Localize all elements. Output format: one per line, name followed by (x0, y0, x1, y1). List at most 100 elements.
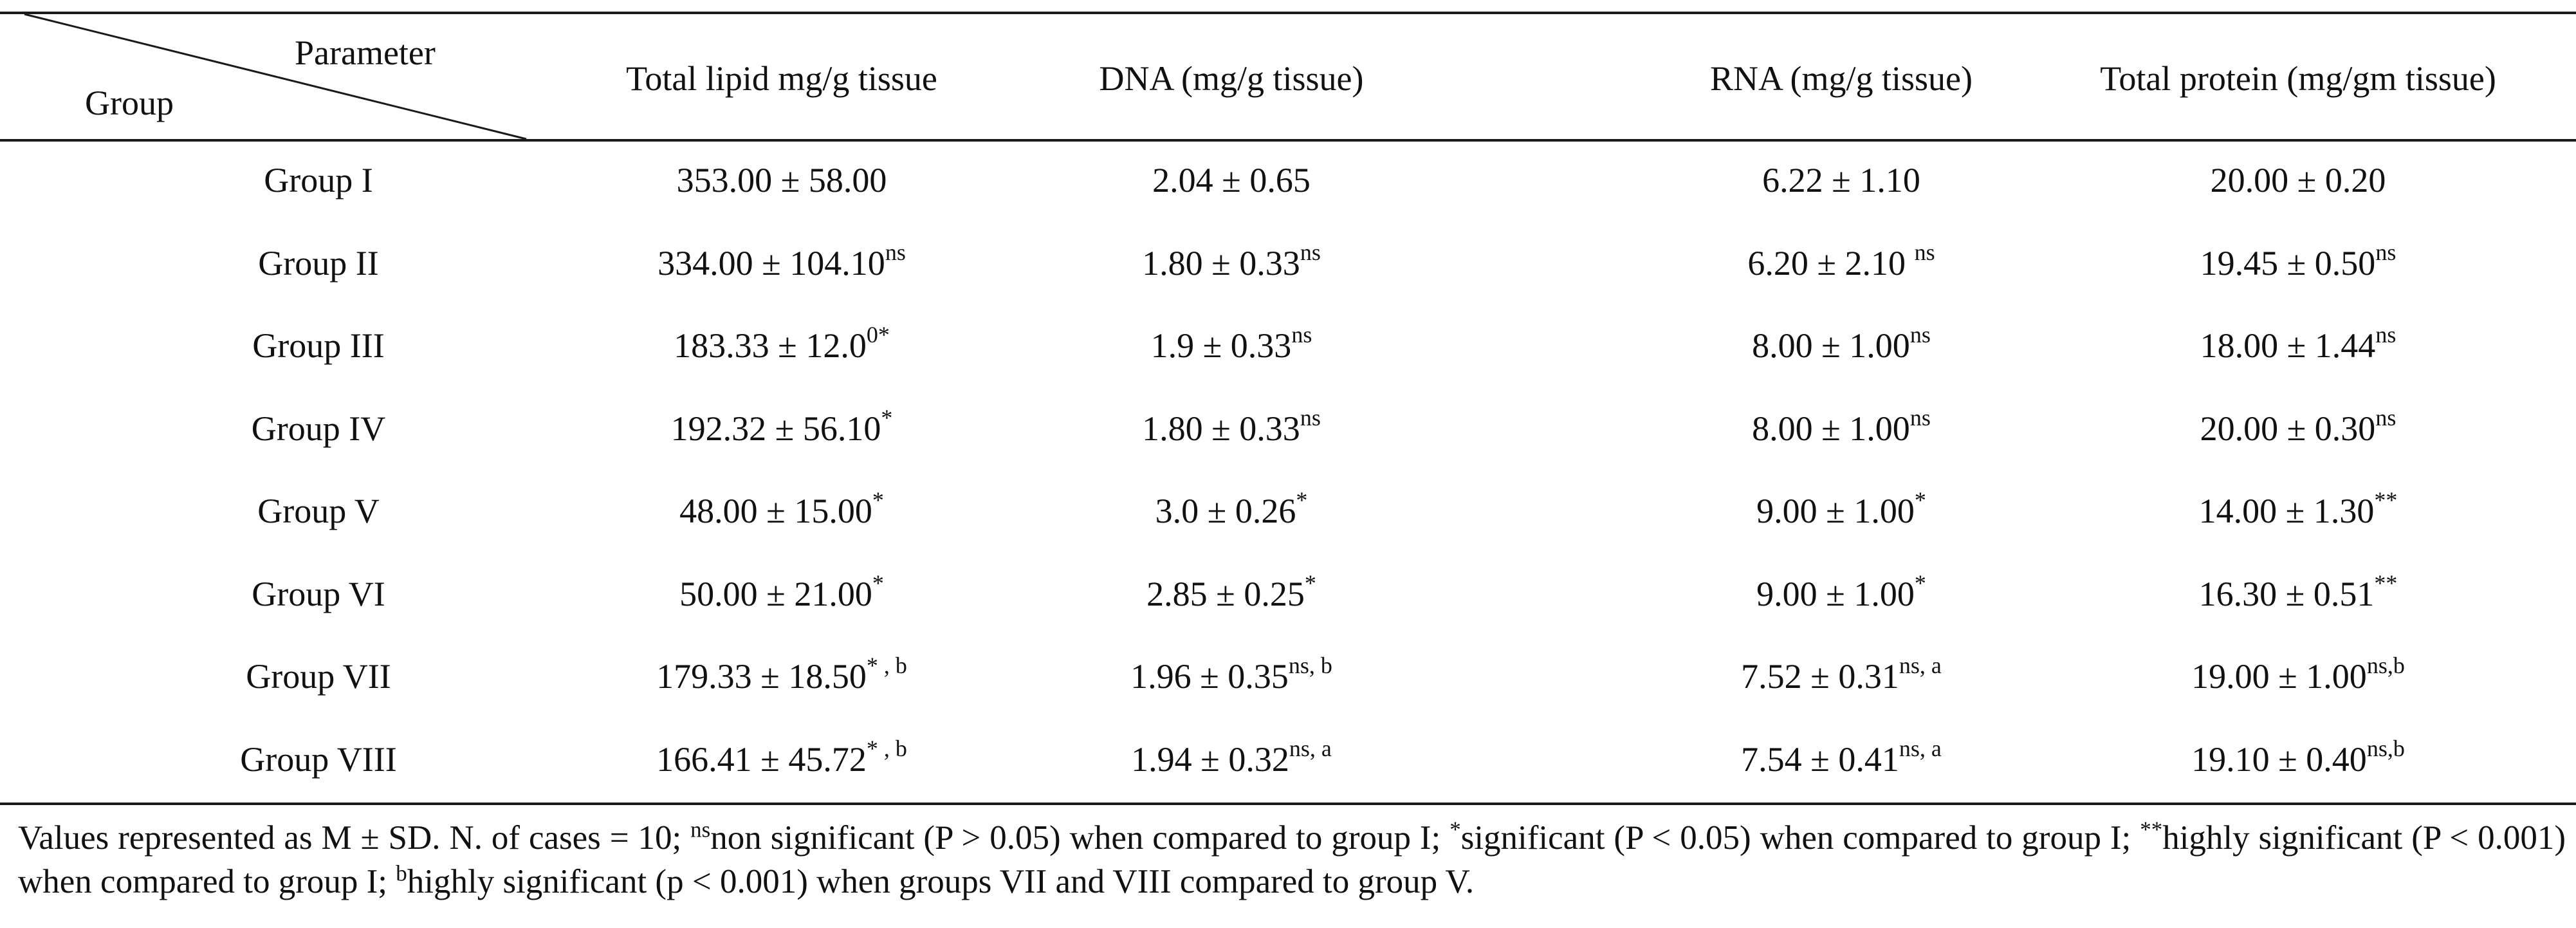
cell-value: 19.10 ± 0.40 (2191, 740, 2367, 779)
table-cell: 19.45 ± 0.50ns (2200, 241, 2397, 283)
row-group-label: Group V (257, 492, 380, 530)
cell-value: 20.00 ± 0.20 (2210, 161, 2386, 200)
cell-value: 183.33 ± 12.0 (674, 326, 867, 365)
table-cell: 9.00 ± 1.00* (1756, 488, 1926, 530)
cell-value: 192.32 ± 56.10 (670, 409, 881, 448)
table-cell: 9.00 ± 1.00* (1756, 571, 1926, 613)
cell-value: 6.22 ± 1.10 (1762, 161, 1920, 200)
cell-value: 50.00 ± 21.00 (679, 575, 872, 613)
significance-marker: ns, a (1899, 736, 1942, 761)
significance-marker: ns, a (1289, 736, 1332, 761)
cell-value: 1.80 ± 0.33 (1142, 244, 1300, 283)
significance-marker: * (1296, 487, 1308, 513)
significance-marker: ns (2375, 239, 2397, 265)
header-diagonal-line (24, 13, 527, 140)
table-cell: 8.00 ± 1.00ns (1752, 406, 1931, 448)
significance-marker: ns (885, 239, 906, 265)
table-cell: 334.00 ± 104.10ns (658, 241, 906, 283)
table-top-rule (0, 12, 2576, 14)
table-cell: 7.52 ± 0.31ns, a (1741, 654, 1942, 696)
row-group-label: Group I (264, 161, 373, 200)
cell-value: 166.41 ± 45.72 (656, 740, 867, 779)
footnote-marker-b: b (396, 860, 407, 886)
cell-value: 14.00 ± 1.30 (2198, 492, 2375, 530)
cell-value: 18.00 ± 1.44 (2200, 326, 2376, 365)
significance-marker: * (1914, 487, 1926, 513)
footnote-marker-star: * (1449, 817, 1461, 842)
cell-value: 6.20 ± 2.10 (1747, 244, 1915, 283)
significance-marker: ** (2374, 487, 2398, 513)
table-cell: 6.22 ± 1.10 (1762, 161, 1920, 200)
cell-value: 1.96 ± 0.35 (1130, 657, 1289, 696)
table-cell: 19.00 ± 1.00ns,b (2191, 654, 2405, 696)
table-cell: 1.94 ± 0.32ns, a (1131, 737, 1332, 779)
significance-marker: * (872, 570, 884, 596)
table-cell: 16.30 ± 0.51** (2198, 571, 2398, 613)
table-cell: 179.33 ± 18.50* , b (656, 654, 907, 696)
header-bottom-rule (0, 139, 2576, 142)
table-cell: 183.33 ± 12.00* (674, 323, 890, 365)
cell-value: 48.00 ± 15.00 (679, 492, 872, 530)
row-group-label: Group VIII (240, 740, 397, 779)
significance-marker: ** (2374, 570, 2398, 596)
cell-value: 1.80 ± 0.33 (1142, 409, 1300, 448)
cell-value: 8.00 ± 1.00 (1752, 409, 1910, 448)
footnote-marker-double-star: ** (2140, 817, 2163, 842)
row-group-label: Group VI (252, 575, 385, 613)
table-cell: 2.04 ± 0.65 (1152, 161, 1311, 200)
cell-value: 16.30 ± 0.51 (2198, 575, 2375, 613)
table-cell: 6.20 ± 2.10 ns (1747, 241, 1935, 283)
table-cell: 19.10 ± 0.40ns,b (2191, 737, 2405, 779)
footnote-text: highly significant (P < 0.001) when comp… (18, 819, 2566, 900)
table-cell: 1.80 ± 0.33ns (1142, 406, 1321, 448)
table-cell: 1.9 ± 0.33ns (1150, 323, 1312, 365)
row-group-label: Group VII (246, 657, 391, 696)
cell-value: 2.85 ± 0.25 (1146, 575, 1305, 613)
table-cell: 48.00 ± 15.00* (679, 488, 884, 530)
table-footnote: Values represented as M ± SD. N. of case… (18, 816, 2566, 904)
significance-marker: ns (1909, 405, 1931, 431)
column-header: DNA (mg/g tissue) (1099, 59, 1364, 98)
cell-value: 1.94 ± 0.32 (1131, 740, 1289, 779)
cell-value: 19.45 ± 0.50 (2200, 244, 2376, 283)
cell-value: 7.52 ± 0.31 (1741, 657, 1899, 696)
table-cell: 166.41 ± 45.72* , b (656, 737, 907, 779)
table-bottom-rule (0, 803, 2576, 805)
footnote-text: highly significant (p < 0.001) when grou… (407, 863, 1475, 900)
table-cell: 3.0 ± 0.26* (1155, 488, 1308, 530)
footnote-text: non significant (P > 0.05) when compared… (710, 819, 1450, 857)
significance-marker: 0* (866, 322, 890, 348)
column-header: Total protein (mg/gm tissue) (2100, 59, 2496, 98)
significance-marker: ns (1300, 405, 1321, 431)
cell-value: 334.00 ± 104.10 (658, 244, 885, 283)
cell-value: 2.04 ± 0.65 (1152, 161, 1311, 200)
table-cell: 8.00 ± 1.00ns (1752, 323, 1931, 365)
table-cell: 14.00 ± 1.30** (2198, 488, 2398, 530)
significance-marker: * , b (866, 653, 907, 678)
cell-value: 7.54 ± 0.41 (1741, 740, 1899, 779)
significance-marker: ns (1909, 322, 1931, 348)
significance-marker: ns (2375, 405, 2397, 431)
significance-marker: ns (1300, 239, 1321, 265)
table-cell: 2.85 ± 0.25* (1146, 571, 1316, 613)
table-cell: 20.00 ± 0.20 (2211, 161, 2386, 200)
table-cell: 50.00 ± 21.00* (679, 571, 884, 613)
parameter-header: Parameter (295, 33, 436, 72)
significance-marker: ns, a (1899, 653, 1942, 678)
significance-marker: * (872, 487, 884, 513)
table-cell: 353.00 ± 58.00 (677, 161, 887, 200)
significance-marker: * (1304, 570, 1316, 596)
footnote-text: significant (P < 0.05) when compared to … (1460, 819, 2140, 857)
significance-marker: ns (2375, 322, 2397, 348)
cell-value: 1.9 ± 0.33 (1150, 326, 1292, 365)
cell-value: 353.00 ± 58.00 (676, 161, 887, 200)
significance-marker: ns,b (2366, 653, 2405, 678)
significance-marker: ns (1914, 239, 1935, 265)
significance-marker: ns (1291, 322, 1312, 348)
significance-marker: ns, b (1288, 653, 1332, 678)
cell-value: 179.33 ± 18.50 (656, 657, 867, 696)
row-group-label: Group III (252, 326, 385, 365)
group-header: Group (85, 84, 174, 122)
table-cell: 20.00 ± 0.30ns (2200, 406, 2397, 448)
cell-value: 8.00 ± 1.00 (1752, 326, 1910, 365)
